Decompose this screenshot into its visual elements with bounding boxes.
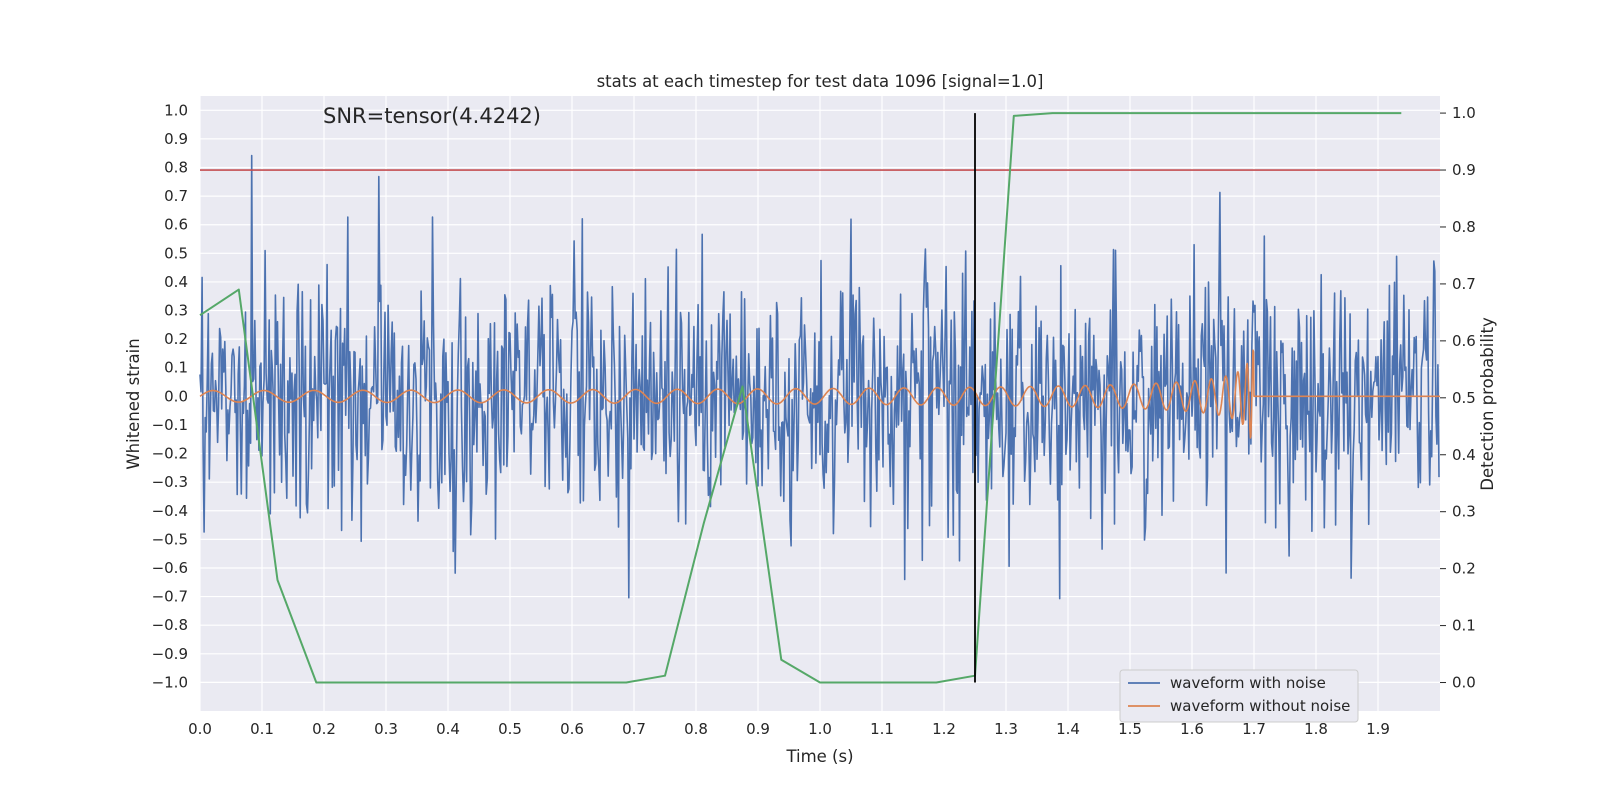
legend-box	[1119, 669, 1359, 723]
y2-tick-label: 0.4	[1452, 446, 1476, 464]
y-tick-label: −0.6	[152, 559, 188, 577]
y-tick-label: −0.5	[152, 530, 188, 548]
x-tick-label: 1.1	[870, 720, 894, 738]
series-waveform-without-noise	[199, 349, 1441, 439]
y-tick-label: 1.0	[164, 101, 188, 119]
y-tick-label: 0.0	[164, 387, 188, 405]
x-tick-label: 1.5	[1118, 720, 1142, 738]
y-tick-label: 0.7	[164, 187, 188, 205]
series-detection-probability	[199, 112, 1402, 684]
x-axis-label: Time (s)	[785, 747, 853, 766]
y2-tick-label: 0.3	[1452, 503, 1476, 521]
x-tick-label: 0.9	[746, 720, 770, 738]
x-tick-label: 0.1	[250, 720, 274, 738]
y-tick-label: −0.7	[152, 588, 188, 606]
x-tick-label: 1.7	[1242, 720, 1266, 738]
y2-tick-label: 1.0	[1452, 104, 1476, 122]
x-tick-label: 0.8	[684, 720, 708, 738]
y-tick-label: 0.6	[164, 216, 188, 234]
x-tick-label: 0.6	[560, 720, 584, 738]
x-tick-label: 1.4	[1056, 720, 1080, 738]
legend-label-noise: waveform with noise	[1170, 674, 1326, 692]
y-tick-label: 0.2	[164, 330, 188, 348]
x-tick-label: 1.0	[808, 720, 832, 738]
y2-tick-label: 0.5	[1452, 389, 1476, 407]
x-tick-label: 0.5	[498, 720, 522, 738]
y2-tick-label: 0.2	[1452, 560, 1476, 578]
x-tick-label: 1.2	[932, 720, 956, 738]
legend-label-clean: waveform without noise	[1170, 697, 1350, 715]
y-tick-label: −0.3	[152, 473, 188, 491]
y-tick-label: −0.9	[152, 645, 188, 663]
y-tick-label: 0.8	[164, 159, 188, 177]
y-axis-label: Whitened strain	[124, 338, 143, 469]
y-tick-label: −1.0	[152, 673, 188, 691]
chart-title: stats at each timestep for test data 109…	[597, 72, 1044, 91]
y2-tick-label: 0.1	[1452, 617, 1476, 635]
y2-tick-label: 0.7	[1452, 275, 1476, 293]
x-tick-label: 0.3	[374, 720, 398, 738]
y-tick-label: −0.2	[152, 445, 188, 463]
y2-tick-label: 0.8	[1452, 218, 1476, 236]
x-tick-label: 1.9	[1366, 720, 1390, 738]
snr-annotation: SNR=tensor(4.4242)	[323, 104, 541, 128]
y-tick-label: −0.4	[152, 502, 188, 520]
y-tick-label: 0.3	[164, 302, 188, 320]
y2-tick-label: 0.6	[1452, 332, 1476, 350]
x-tick-label: 0.2	[312, 720, 336, 738]
x-tick-label: 0.0	[188, 720, 212, 738]
y-tick-label: 0.1	[164, 359, 188, 377]
y2-tick-label: 0.0	[1452, 674, 1476, 692]
series-layer	[199, 112, 1441, 684]
x-tick-label: 0.4	[436, 720, 460, 738]
y2-tick-label: 0.9	[1452, 161, 1476, 179]
x-tick-label: 1.6	[1180, 720, 1204, 738]
series-waveform-with-noise	[199, 154, 1440, 600]
y-tick-label: 0.4	[164, 273, 188, 291]
x-tick-label: 1.8	[1304, 720, 1328, 738]
legend: waveform with noise waveform without noi…	[1119, 669, 1359, 723]
y-tick-label: −0.8	[152, 616, 188, 634]
x-tick-label: 1.3	[994, 720, 1018, 738]
y-tick-label: 0.5	[164, 244, 188, 262]
y2-axis-label: Detection probability	[1478, 317, 1497, 491]
ticks: 0.0 0.1 0.2 0.3 0.4 0.5 0.6 0.7 0.8 0.9 1.0 1.1 1.2 1…	[152, 101, 1476, 738]
y-tick-label: −0.1	[152, 416, 188, 434]
x-tick-label: 0.7	[622, 720, 646, 738]
y-tick-label: 0.9	[164, 130, 188, 148]
